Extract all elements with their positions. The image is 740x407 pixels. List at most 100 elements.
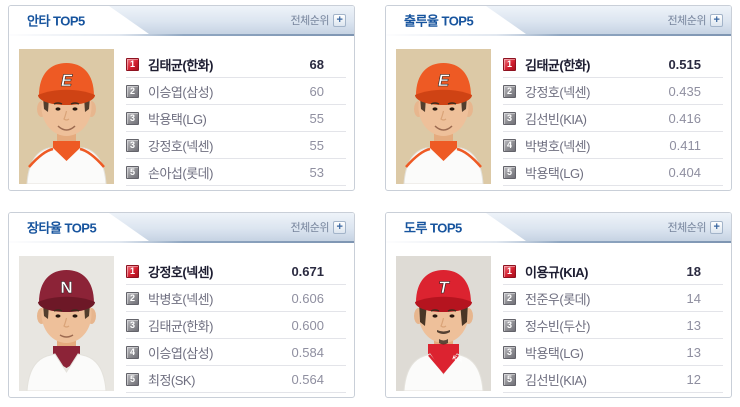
cap-logo-letter: E xyxy=(61,71,73,90)
stat-value: 14 xyxy=(686,290,701,306)
rank-list: 1 김태균(한화) 0.515 2 강정호(넥센) 0.435 3 김선빈(KI… xyxy=(503,51,723,186)
rank-badge: 1 xyxy=(503,57,516,71)
stat-value: 0.671 xyxy=(291,263,324,279)
stat-value: 0.416 xyxy=(668,110,701,126)
header-underline xyxy=(386,34,731,36)
player-headshot-illustration: E xyxy=(19,49,114,184)
rank-badge: 2 xyxy=(503,84,516,98)
player-name: 김태균(한화) xyxy=(148,318,213,334)
stat-value: 18 xyxy=(686,263,701,279)
player-name: 박용택(LG) xyxy=(148,111,207,127)
rank-badge: 1 xyxy=(503,264,516,278)
rank-row[interactable]: 5 박용택(LG) 0.404 xyxy=(503,159,723,186)
rank-badge: 1 xyxy=(126,264,139,278)
player-name: 이용규(KIA) xyxy=(525,264,588,280)
rank-row[interactable]: 1 김태균(한화) 68 xyxy=(126,51,346,78)
rank-row[interactable]: 2 이승엽(삼성) 60 xyxy=(126,78,346,105)
rank-row[interactable]: 2 전준우(롯데) 14 xyxy=(503,285,723,312)
rank-list: 1 강정호(넥센) 0.671 2 박병호(넥센) 0.606 3 김태균(한화… xyxy=(126,258,346,393)
player-name: 이승엽(삼성) xyxy=(148,345,213,361)
rank-badge: 4 xyxy=(126,345,139,359)
player-photo: E xyxy=(396,49,491,184)
player-headshot-illustration: N xyxy=(19,256,114,391)
plus-icon[interactable]: + xyxy=(333,13,346,27)
rank-row[interactable]: 5 최정(SK) 0.564 xyxy=(126,366,346,393)
rank-row[interactable]: 3 김선빈(KIA) 0.416 xyxy=(503,105,723,132)
stat-value: 55 xyxy=(309,110,324,126)
panel-hits-top5: 안타 TOP5 전체순위 + xyxy=(8,5,355,191)
stat-value: 13 xyxy=(686,317,701,333)
rank-row[interactable]: 3 박용택(LG) 13 xyxy=(503,339,723,366)
stat-value: 55 xyxy=(309,137,324,153)
player-headshot-illustration: KIA T xyxy=(396,256,491,391)
rank-badge: 3 xyxy=(126,138,139,152)
rank-row[interactable]: 1 이용규(KIA) 18 xyxy=(503,258,723,285)
rank-row[interactable]: 4 이승엽(삼성) 0.584 xyxy=(126,339,346,366)
stat-value: 0.404 xyxy=(668,164,701,180)
stat-value: 13 xyxy=(686,344,701,360)
rank-row[interactable]: 3 박용택(LG) 55 xyxy=(126,105,346,132)
rank-badge: 3 xyxy=(126,111,139,125)
player-name: 손아섭(롯데) xyxy=(148,165,213,181)
rank-badge: 5 xyxy=(126,165,139,179)
plus-icon[interactable]: + xyxy=(710,220,723,234)
player-name: 이승엽(삼성) xyxy=(148,84,213,100)
rank-row[interactable]: 2 강정호(넥센) 0.435 xyxy=(503,78,723,105)
panel-body: N 1 강정호(넥센) 0.671 2 박병호(넥센) xyxy=(9,243,354,393)
overall-rank-link[interactable]: 전체순위 + xyxy=(668,12,723,28)
plus-icon[interactable]: + xyxy=(710,13,723,27)
rank-row[interactable]: 1 강정호(넥센) 0.671 xyxy=(126,258,346,285)
rank-row[interactable]: 2 박병호(넥센) 0.606 xyxy=(126,285,346,312)
player-photo: E xyxy=(19,49,114,184)
panel-body: E 1 김태균(한화) 0.515 2 강정호(넥센) xyxy=(386,36,731,186)
stat-value: 0.515 xyxy=(668,56,701,72)
rank-row[interactable]: 3 정수빈(두산) 13 xyxy=(503,312,723,339)
rank-badge: 3 xyxy=(503,318,516,332)
player-name: 최정(SK) xyxy=(148,372,195,388)
panel-header: 장타율 TOP5 전체순위 + xyxy=(9,213,354,241)
player-name: 김선빈(KIA) xyxy=(525,111,587,127)
stat-value: 0.411 xyxy=(669,137,701,153)
stat-value: 0.564 xyxy=(291,371,324,387)
cap-logo-letter: N xyxy=(60,278,72,297)
player-name: 박용택(LG) xyxy=(525,165,584,181)
player-name: 정수빈(두산) xyxy=(525,318,590,334)
player-name: 강정호(넥센) xyxy=(148,138,213,154)
rank-row[interactable]: 4 박병호(넥센) 0.411 xyxy=(503,132,723,159)
header-underline xyxy=(9,34,354,36)
panel-slg-top5: 장타율 TOP5 전체순위 + xyxy=(8,212,355,398)
player-name: 전준우(롯데) xyxy=(525,291,590,307)
panel-title: 안타 TOP5 xyxy=(27,13,85,29)
rank-badge: 4 xyxy=(503,138,516,152)
overall-rank-link[interactable]: 전체순위 + xyxy=(291,219,346,235)
cap-logo-letter: E xyxy=(438,71,450,90)
rank-badge: 2 xyxy=(126,84,139,98)
rank-badge: 5 xyxy=(503,372,516,386)
overall-rank-link[interactable]: 전체순위 + xyxy=(668,219,723,235)
panel-header: 도루 TOP5 전체순위 + xyxy=(386,213,731,241)
overall-rank-link[interactable]: 전체순위 + xyxy=(291,12,346,28)
player-name: 김태균(한화) xyxy=(525,57,590,73)
rank-row[interactable]: 5 손아섭(롯데) 53 xyxy=(126,159,346,186)
rank-row[interactable]: 3 강정호(넥센) 55 xyxy=(126,132,346,159)
header-gradient xyxy=(486,6,731,34)
cap-logo-letter: T xyxy=(438,278,450,297)
header-underline xyxy=(386,241,731,243)
player-photo: N xyxy=(19,256,114,391)
rank-row[interactable]: 5 김선빈(KIA) 12 xyxy=(503,366,723,393)
panel-header: 출루율 TOP5 전체순위 + xyxy=(386,6,731,34)
jersey-brand-text: KIA xyxy=(451,355,463,364)
rank-row[interactable]: 1 김태균(한화) 0.515 xyxy=(503,51,723,78)
panel-body: E 1 김태균(한화) 68 2 이승엽(삼성) xyxy=(9,36,354,186)
header-gradient xyxy=(109,213,354,241)
overall-rank-label: 전체순위 xyxy=(667,222,707,234)
panel-obp-top5: 출루율 TOP5 전체순위 + xyxy=(385,5,732,191)
header-underline xyxy=(9,241,354,243)
rank-row[interactable]: 3 김태균(한화) 0.600 xyxy=(126,312,346,339)
rank-badge: 5 xyxy=(126,372,139,386)
player-name: 김태균(한화) xyxy=(148,57,213,73)
rank-list: 1 김태균(한화) 68 2 이승엽(삼성) 60 3 박용택(LG) 55 3… xyxy=(126,51,346,186)
rank-badge: 2 xyxy=(503,291,516,305)
plus-icon[interactable]: + xyxy=(333,220,346,234)
